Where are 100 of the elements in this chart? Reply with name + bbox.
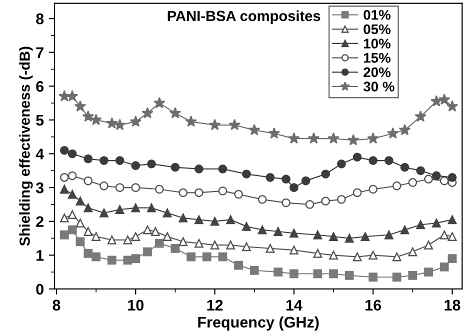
point: [368, 250, 378, 260]
x-tick-label: 10: [128, 300, 144, 311]
point: [76, 218, 85, 228]
point: [154, 184, 164, 194]
point: [368, 184, 378, 194]
legend-label: 01%: [364, 10, 391, 20]
point: [408, 270, 418, 280]
point: [250, 266, 259, 275]
point: [352, 152, 362, 162]
point: [288, 132, 300, 144]
point: [208, 118, 221, 130]
point: [329, 232, 338, 242]
point: [274, 227, 283, 236]
point: [147, 203, 156, 212]
legend-label: 20%: [364, 67, 391, 78]
point: [84, 203, 93, 212]
point: [123, 236, 132, 244]
point: [106, 117, 118, 128]
point: [60, 172, 69, 182]
point: [194, 215, 204, 224]
point: [100, 208, 108, 218]
point: [154, 238, 164, 248]
y-tick-label: 3: [36, 182, 44, 194]
point: [448, 172, 457, 182]
point: [367, 132, 380, 144]
x-tick-label: 8: [52, 300, 60, 311]
point: [392, 181, 402, 190]
point: [282, 198, 290, 208]
y-tick-label: 6: [36, 81, 44, 92]
point: [169, 107, 182, 118]
point: [398, 124, 411, 136]
point: [313, 230, 322, 240]
point: [68, 149, 77, 158]
point: [329, 250, 338, 260]
point: [446, 100, 458, 112]
point: [100, 156, 108, 165]
point: [162, 208, 172, 218]
x-tick-label: 12: [207, 300, 223, 310]
point: [440, 230, 449, 240]
point: [360, 232, 370, 242]
point: [290, 246, 298, 255]
point: [321, 170, 330, 178]
point: [84, 227, 93, 236]
point: [282, 174, 290, 184]
x-tick-label: 18: [444, 300, 460, 311]
point: [313, 269, 322, 278]
point: [82, 110, 94, 122]
point: [290, 269, 298, 278]
point: [178, 188, 188, 198]
point: [448, 254, 457, 263]
point: [400, 225, 410, 234]
point: [226, 240, 236, 250]
point: [60, 184, 69, 194]
point: [258, 225, 267, 234]
point: [92, 232, 101, 242]
y-tick-label: 0: [36, 284, 44, 295]
point: [234, 190, 243, 199]
point: [344, 234, 354, 243]
point: [352, 188, 362, 198]
point: [130, 115, 142, 127]
point: [416, 220, 426, 230]
x-tick-label: 16: [366, 300, 382, 311]
point: [162, 232, 172, 242]
point: [268, 127, 280, 139]
point: [400, 162, 410, 172]
point: [424, 240, 433, 250]
point: [178, 237, 188, 246]
point: [258, 194, 267, 204]
y-axis-title: Shielding effectiveness (-dB): [19, 46, 33, 246]
point: [430, 95, 442, 106]
point: [218, 164, 228, 174]
point: [336, 194, 346, 204]
point: [228, 118, 240, 130]
point: [290, 228, 298, 238]
point: [68, 171, 77, 180]
point: [84, 154, 93, 164]
point: [242, 222, 251, 231]
point: [226, 215, 236, 224]
point: [313, 249, 322, 258]
point: [248, 124, 260, 136]
point: [347, 134, 360, 146]
y-tick-label: 5: [36, 114, 44, 126]
point: [424, 268, 433, 277]
point: [210, 216, 220, 226]
point: [308, 132, 320, 144]
point: [408, 178, 418, 187]
point: [266, 172, 275, 182]
point: [153, 96, 166, 108]
point: [234, 260, 243, 270]
point: [386, 127, 399, 139]
point: [143, 225, 152, 234]
point: [384, 156, 394, 165]
y-tick-label: 8: [36, 13, 44, 24]
point: [414, 110, 427, 122]
legend-label: 15%: [364, 53, 391, 63]
point: [76, 196, 85, 206]
point: [150, 227, 160, 236]
point: [368, 272, 378, 282]
point: [90, 114, 102, 126]
point: [329, 269, 338, 278]
